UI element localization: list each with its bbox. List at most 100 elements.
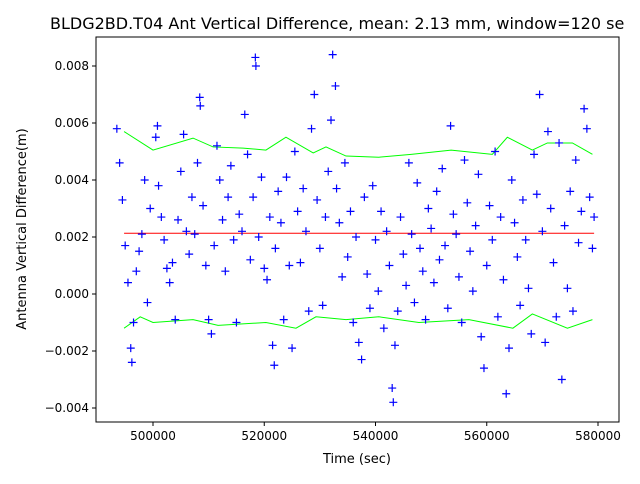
data-point (421, 315, 430, 324)
y-tick-label: 0.008 (55, 59, 89, 73)
data-point (524, 284, 533, 293)
data-point (276, 218, 285, 227)
data-point (338, 272, 347, 281)
data-point (279, 315, 288, 324)
y-axis: −0.004 −0.002 0.000 0.002 0.004 0.006 0.008 (45, 59, 96, 415)
data-point (441, 241, 450, 250)
data-point (585, 193, 594, 202)
data-point (488, 235, 497, 244)
data-point (165, 278, 174, 287)
data-point (404, 158, 413, 167)
data-point (452, 230, 461, 239)
data-point (154, 181, 163, 190)
data-point (582, 124, 591, 133)
data-point (157, 213, 166, 222)
data-point (460, 156, 469, 165)
data-point (532, 190, 541, 199)
data-point (382, 227, 391, 236)
x-axis: 500000 520000 540000 560000 580000 (130, 422, 621, 443)
data-point (304, 307, 313, 316)
data-point (129, 318, 138, 327)
y-tick-label: 0.002 (55, 230, 89, 244)
data-point (493, 312, 502, 321)
data-point (260, 264, 269, 273)
data-point (438, 164, 447, 173)
data-point (327, 116, 335, 125)
data-point (301, 227, 310, 236)
data-point (538, 227, 547, 236)
data-point (549, 258, 558, 267)
data-point (471, 221, 480, 230)
data-point (127, 358, 136, 367)
data-point (299, 184, 308, 193)
data-point (126, 344, 135, 353)
data-point (121, 241, 130, 250)
data-point (393, 307, 402, 316)
data-point (399, 250, 408, 259)
data-point (257, 173, 266, 182)
data-point (270, 361, 279, 370)
data-point (151, 133, 160, 142)
data-point (571, 156, 580, 165)
data-point (229, 235, 238, 244)
data-point (271, 244, 280, 253)
data-point (424, 204, 433, 213)
data-point (566, 187, 575, 196)
data-point (590, 213, 599, 222)
data-point (293, 207, 302, 216)
data-point (349, 318, 358, 327)
plot-area (112, 50, 599, 407)
data-point (365, 304, 374, 313)
data-point (263, 275, 272, 284)
data-point (268, 341, 277, 350)
data-point (368, 181, 377, 190)
x-axis-label: Time (sec) (322, 452, 391, 467)
data-point (132, 267, 141, 276)
data-point (543, 127, 552, 136)
data-point (137, 230, 146, 239)
data-point (555, 138, 564, 147)
y-axis-label: Antenna Vertical Difference(m) (15, 128, 30, 329)
data-point (563, 284, 572, 293)
data-point (479, 364, 488, 373)
data-point (115, 158, 124, 167)
data-point (530, 150, 539, 159)
chart-title: BLDG2BD.T04 Ant Vertical Difference, mea… (50, 14, 624, 33)
upper-band-line (123, 131, 593, 158)
data-point (162, 264, 171, 273)
data-point (210, 241, 219, 250)
data-point (238, 227, 246, 236)
data-point (215, 176, 224, 184)
data-point (187, 193, 196, 202)
data-point (541, 338, 550, 347)
y-tick-label: 0.000 (55, 287, 89, 301)
data-point (379, 324, 388, 333)
data-point (221, 267, 230, 276)
data-point (168, 258, 177, 267)
data-point (463, 198, 472, 207)
data-point (243, 150, 252, 159)
y-tick-label: 0.006 (55, 116, 89, 130)
data-point (176, 167, 185, 176)
data-point (335, 218, 344, 227)
data-point (315, 244, 324, 253)
y-tick-label: 0.004 (55, 173, 89, 187)
data-point (527, 329, 536, 338)
data-point (195, 93, 204, 102)
data-point (212, 141, 221, 150)
data-point (313, 195, 322, 204)
data-point (418, 267, 427, 276)
data-point (432, 187, 441, 196)
data-point (343, 252, 352, 261)
data-point (274, 187, 283, 196)
data-point (190, 230, 199, 239)
data-point (135, 247, 144, 256)
data-point (331, 81, 340, 90)
data-point (510, 218, 519, 227)
data-point (385, 261, 394, 270)
data-point (371, 235, 380, 244)
data-point (112, 124, 121, 133)
axes-frame (95, 36, 620, 423)
data-point (207, 329, 216, 338)
data-point (153, 121, 162, 130)
